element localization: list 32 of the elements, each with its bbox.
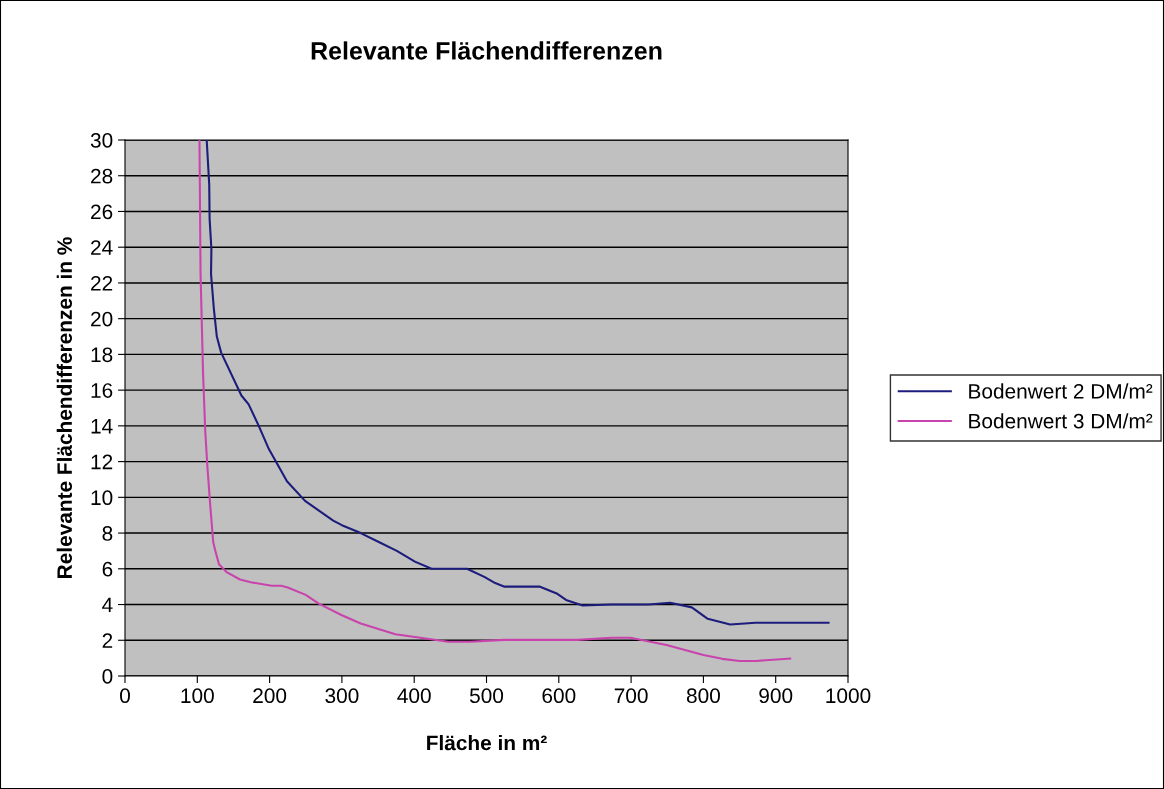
x-tick-label: 500	[469, 688, 504, 704]
y-tick-label: 26	[91, 204, 113, 220]
y-tick-label: 6	[102, 561, 113, 577]
y-tick-label: 10	[91, 490, 113, 506]
y-tick-label: 2	[102, 633, 113, 648]
x-tick-label: 300	[325, 688, 359, 704]
legend-label: Bodenwert 2 DM/m²	[969, 383, 1153, 399]
y-tick-label: 28	[91, 168, 113, 184]
y-tick-label: 18	[91, 347, 113, 363]
y-axis-title: Relevante Flächendifferenzen in %	[56, 237, 73, 578]
y-tick-label: 24	[91, 240, 113, 255]
x-tick-label: 400	[397, 688, 431, 704]
x-axis-title: Fläche in m²	[427, 735, 547, 751]
y-tick-label: 16	[91, 383, 113, 398]
chart-title: Relevante Flächendifferenzen	[311, 41, 662, 60]
legend-label: Bodenwert 3 DM/m²	[969, 413, 1153, 429]
y-tick-label: 30	[90, 133, 113, 148]
y-tick-label: 12	[91, 454, 113, 470]
x-tick-label: 0	[120, 688, 130, 704]
y-tick-label: 4	[102, 597, 113, 613]
y-tick-label: 14	[91, 419, 113, 434]
x-tick-label: 800	[686, 688, 720, 704]
x-tick-label: 100	[181, 688, 214, 704]
x-tick-label: 200	[253, 688, 287, 704]
y-tick-label: 22	[91, 275, 113, 291]
x-tick-label: 700	[614, 688, 648, 704]
y-tick-label: 0	[102, 669, 113, 684]
x-tick-label: 1000	[826, 688, 871, 704]
x-tick-label: 600	[542, 688, 576, 704]
y-tick-label: 20	[91, 311, 113, 327]
y-tick-label: 8	[102, 526, 113, 541]
x-tick-label: 900	[759, 688, 793, 704]
